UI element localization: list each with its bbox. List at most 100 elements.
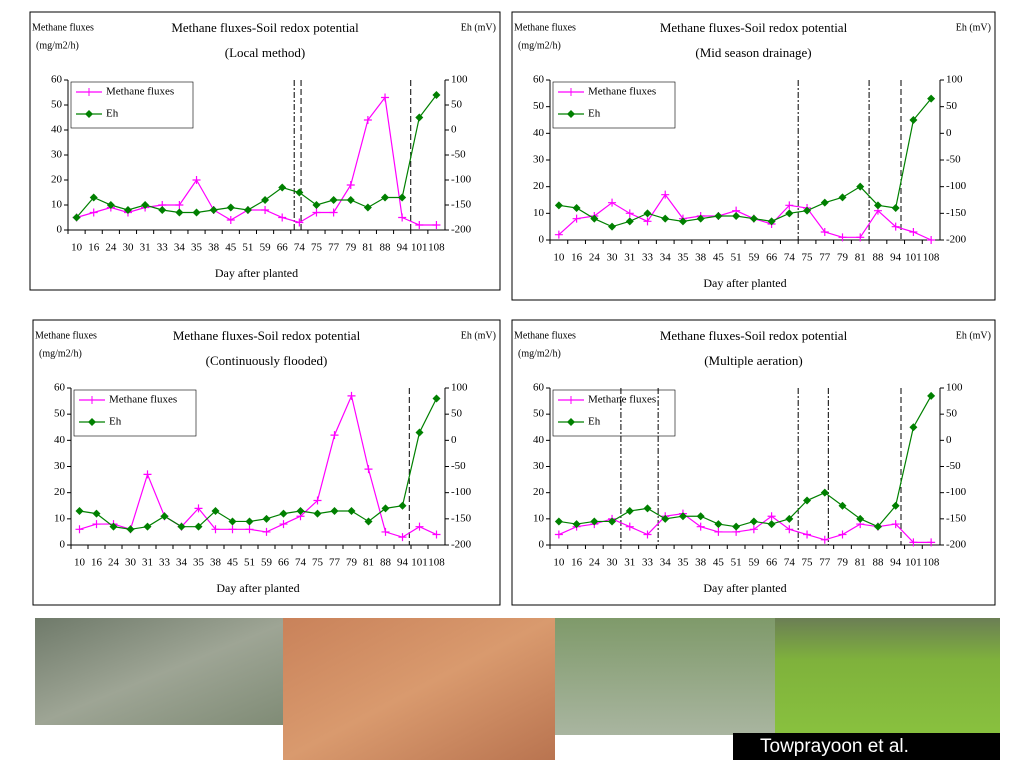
point <box>909 228 918 236</box>
y2-tick-label: -150 <box>451 199 472 211</box>
y-axis-unit: (mg/m2/h) <box>39 348 82 359</box>
point <box>891 520 900 529</box>
x-tick-label: 79 <box>837 252 849 264</box>
y2-axis-label: Eh (mV) <box>461 22 496 33</box>
point <box>243 206 252 214</box>
series-line <box>76 95 437 226</box>
point <box>381 504 390 513</box>
x-tick-label: 77 <box>328 242 340 254</box>
y-tick-label: 0 <box>539 539 545 551</box>
y2-tick-label: -100 <box>946 486 967 498</box>
x-tick-label: 51 <box>731 252 742 264</box>
point <box>279 520 288 529</box>
point <box>432 394 441 403</box>
point <box>554 201 563 210</box>
x-tick-label: 77 <box>819 557 831 569</box>
y2-tick-label: 50 <box>946 408 958 420</box>
chart-title: Methane fluxes-Soil redox potential <box>660 20 848 35</box>
y-tick-label: 60 <box>54 382 66 394</box>
y-axis-label: Methane fluxes <box>514 330 576 341</box>
series-line <box>558 193 932 241</box>
x-tick-label: 74 <box>784 252 796 264</box>
x-tick-label: 81 <box>855 252 866 264</box>
x-tick-label: 35 <box>191 242 203 254</box>
x-tick-label: 66 <box>766 557 778 569</box>
point <box>398 193 407 202</box>
x-tick-label: 108 <box>428 242 445 254</box>
point <box>749 214 758 223</box>
legend-marker <box>85 110 93 118</box>
point <box>313 509 322 518</box>
credit: Towprayoon et al. <box>760 736 909 757</box>
point <box>295 218 304 227</box>
point <box>415 113 424 122</box>
legend-label: Eh <box>106 108 119 120</box>
x-tick-label: 38 <box>695 252 707 264</box>
point <box>856 182 865 191</box>
legend-marker <box>567 396 575 404</box>
x-tick-label: 30 <box>125 557 137 569</box>
point <box>838 233 847 242</box>
x-tick-label: 24 <box>589 252 601 264</box>
point <box>262 514 271 523</box>
point <box>363 116 372 124</box>
legend-marker <box>567 418 575 426</box>
point <box>661 190 670 199</box>
point <box>838 530 847 539</box>
point <box>415 522 424 531</box>
point <box>909 116 918 124</box>
point <box>279 509 288 518</box>
legend-box <box>552 389 676 437</box>
y-tick-label: 40 <box>51 124 63 136</box>
y2-tick-label: -50 <box>946 154 961 166</box>
y2-tick-label: 50 <box>451 99 463 111</box>
y2-tick-label: 0 <box>946 434 952 446</box>
y2-tick-label: -50 <box>946 460 961 472</box>
photo <box>555 618 775 735</box>
x-tick-label: 33 <box>157 242 169 254</box>
point <box>732 212 741 220</box>
chart-title: Methane fluxes-Soil redox potential <box>173 328 361 343</box>
point <box>262 527 271 536</box>
y2-tick-label: -50 <box>451 149 466 161</box>
point <box>625 522 634 531</box>
point <box>177 522 186 531</box>
y2-tick-label: -200 <box>451 224 472 236</box>
point <box>226 203 235 212</box>
point <box>89 208 98 217</box>
point <box>330 506 339 515</box>
point <box>278 183 287 192</box>
point <box>820 535 829 544</box>
x-tick-label: 51 <box>244 557 255 569</box>
point <box>696 522 705 531</box>
legend-label: Eh <box>588 416 601 428</box>
point <box>245 525 254 534</box>
x-tick-label: 81 <box>855 557 866 569</box>
point <box>732 522 741 531</box>
point <box>363 203 372 212</box>
point <box>175 201 184 209</box>
x-tick-label: 45 <box>227 557 239 569</box>
x-tick-label: 74 <box>295 557 307 569</box>
point <box>608 222 617 231</box>
x-tick-label: 31 <box>624 252 635 264</box>
point <box>856 233 865 242</box>
point <box>625 506 634 515</box>
point <box>785 209 794 218</box>
point <box>123 206 132 214</box>
point <box>398 533 407 542</box>
x-tick-label: 75 <box>312 557 324 569</box>
point <box>75 506 84 515</box>
x-tick-label: 108 <box>923 557 940 569</box>
y2-tick-label: 0 <box>451 124 457 136</box>
series-line <box>558 98 932 228</box>
point <box>364 517 373 526</box>
point <box>625 217 634 226</box>
legend-marker <box>85 88 93 96</box>
point <box>398 501 407 510</box>
series-line <box>558 395 932 528</box>
point <box>226 216 235 224</box>
y-tick-label: 30 <box>54 460 66 472</box>
legend-label: Eh <box>588 108 601 120</box>
y2-tick-label: 100 <box>946 382 963 394</box>
